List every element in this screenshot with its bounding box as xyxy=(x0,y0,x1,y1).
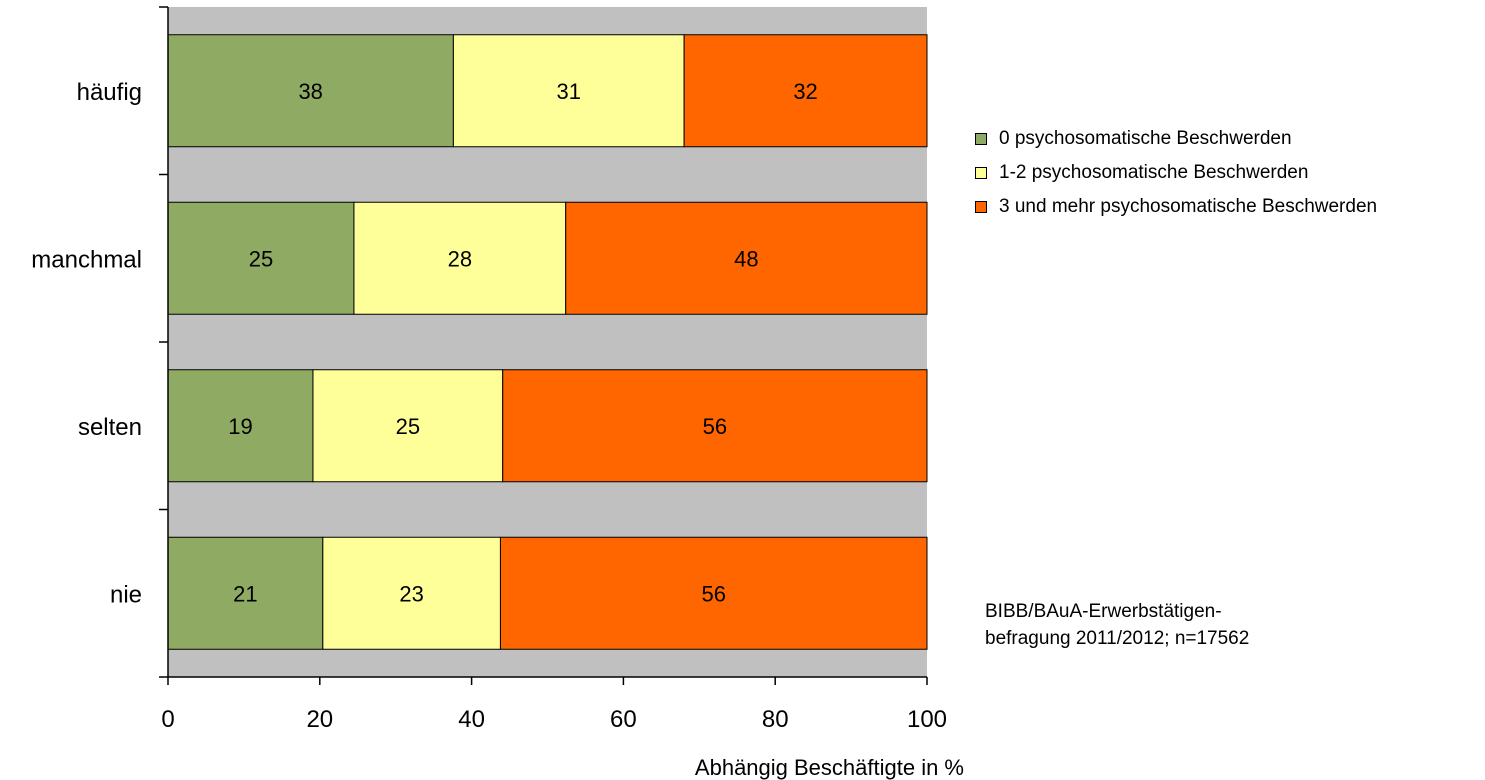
bar-segment-3-2 xyxy=(499,536,928,650)
data-label-3-2: 56 xyxy=(701,581,725,606)
category-label-0: häufig xyxy=(77,79,142,106)
bar-segment-1-1 xyxy=(353,201,567,315)
data-label-1-2: 48 xyxy=(734,246,758,271)
bar-segment-1-0 xyxy=(167,201,355,315)
x-tick-label-2: 40 xyxy=(458,706,485,733)
bar-segment-0-2 xyxy=(683,34,928,148)
bar-segment-2-0 xyxy=(167,369,314,483)
legend-label-0: 0 psychosomatische Beschwerden xyxy=(999,128,1292,149)
source-note-line-1: BIBB/BAuA-Erwerbstätigen- xyxy=(985,601,1222,622)
data-label-1-1: 28 xyxy=(448,246,472,271)
source-note-line-2: befragung 2011/2012; n=17562 xyxy=(985,628,1250,649)
chart-legend: 0 psychosomatische Beschwerden 1-2 psych… xyxy=(975,122,1377,224)
x-tick-label-4: 80 xyxy=(762,706,789,733)
legend-item-1: 1-2 psychosomatische Beschwerden xyxy=(975,156,1377,190)
category-label-2: selten xyxy=(78,414,142,441)
legend-swatch-1 xyxy=(975,167,987,179)
x-tick-label-1: 20 xyxy=(306,706,333,733)
bar-segment-0-0 xyxy=(167,34,454,148)
legend-item-2: 3 und mehr psychosomatische Beschwerden xyxy=(975,190,1377,224)
legend-swatch-0 xyxy=(975,133,987,145)
category-label-3: nie xyxy=(110,581,142,608)
data-label-2-1: 25 xyxy=(396,414,420,439)
bar-segment-2-1 xyxy=(312,369,504,483)
legend-label-1: 1-2 psychosomatische Beschwerden xyxy=(999,162,1309,183)
x-axis-title: Abhängig Beschäftigte in % xyxy=(695,755,964,780)
bar-segment-2-2 xyxy=(502,369,928,483)
x-tick-label-3: 60 xyxy=(610,706,637,733)
legend-label-2: 3 und mehr psychosomatische Beschwerden xyxy=(999,196,1378,217)
x-tick-label-5: 100 xyxy=(907,706,947,733)
bar-segment-1-2 xyxy=(565,201,928,315)
data-label-0-1: 31 xyxy=(557,79,581,104)
x-tick-label-0: 0 xyxy=(161,706,174,733)
data-label-3-1: 23 xyxy=(399,581,423,606)
source-note: BIBB/BAuA-Erwerbstätigen- befragung 2011… xyxy=(985,598,1305,652)
bar-segment-0-1 xyxy=(452,34,685,148)
legend-item-0: 0 psychosomatische Beschwerden xyxy=(975,122,1377,156)
legend-swatch-2 xyxy=(975,201,987,213)
data-label-2-0: 19 xyxy=(228,414,252,439)
data-label-1-0: 25 xyxy=(249,246,273,271)
data-label-2-2: 56 xyxy=(703,414,727,439)
bar-segment-3-0 xyxy=(167,536,324,650)
data-label-0-0: 38 xyxy=(298,79,322,104)
category-label-1: manchmal xyxy=(31,246,142,273)
bar-segment-3-1 xyxy=(322,536,501,650)
data-label-3-0: 21 xyxy=(233,581,257,606)
data-label-0-2: 32 xyxy=(793,79,817,104)
